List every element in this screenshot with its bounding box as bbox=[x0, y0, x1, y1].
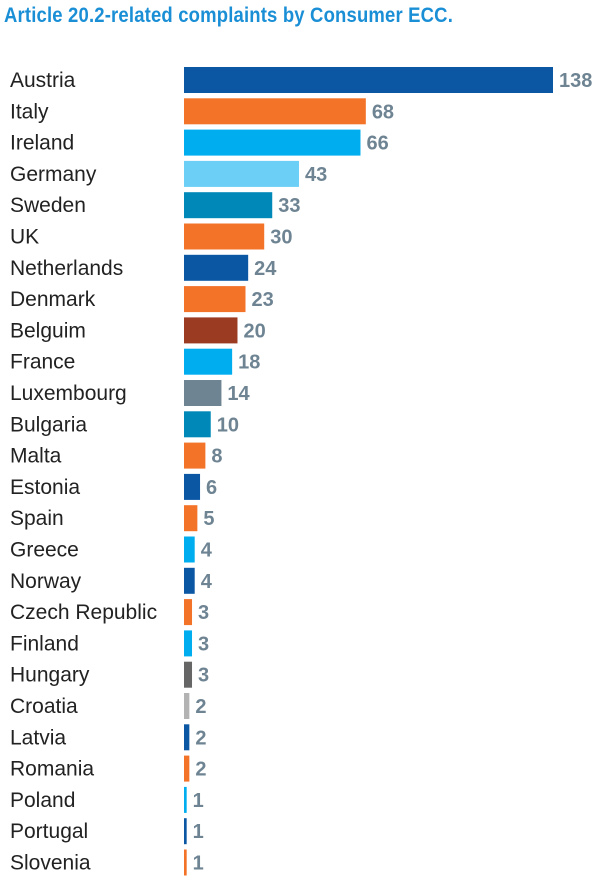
category-labels: Austria Italy Ireland Germany Sweden UK Nether… bbox=[10, 69, 157, 875]
value-label-netherlands: 24 bbox=[254, 258, 277, 280]
category-label-france: France bbox=[10, 351, 75, 374]
value-label-finland: 3 bbox=[198, 633, 209, 655]
category-label-romania: Romania bbox=[10, 758, 94, 781]
value-label-latvia: 2 bbox=[195, 727, 206, 749]
category-label-spain: Spain bbox=[10, 507, 64, 530]
value-label-france: 18 bbox=[238, 352, 260, 374]
category-label-norway: Norway bbox=[10, 570, 82, 593]
bar-italy bbox=[184, 98, 366, 125]
category-label-estonia: Estonia bbox=[10, 476, 80, 499]
category-label-germany: Germany bbox=[10, 163, 97, 186]
category-label-bulgaria: Bulgaria bbox=[10, 413, 87, 436]
category-label-austria: Austria bbox=[10, 69, 76, 92]
value-label-malta: 8 bbox=[211, 446, 222, 468]
bar-finland bbox=[184, 630, 193, 657]
value-label-ireland: 66 bbox=[366, 133, 388, 155]
category-label-italy: Italy bbox=[10, 100, 49, 123]
value-label-portugal: 1 bbox=[193, 821, 204, 843]
value-label-luxembourg: 14 bbox=[227, 383, 250, 405]
value-label-germany: 43 bbox=[305, 164, 327, 186]
bars bbox=[184, 67, 553, 876]
bar-france bbox=[184, 348, 233, 375]
value-label-bulgaria: 10 bbox=[217, 414, 239, 436]
value-label-belguim: 20 bbox=[243, 320, 265, 342]
value-label-norway: 4 bbox=[201, 571, 213, 593]
category-label-denmark: Denmark bbox=[10, 288, 96, 311]
category-label-hungary: Hungary bbox=[10, 664, 90, 687]
bar-spain bbox=[184, 505, 198, 532]
value-label-czech-republic: 3 bbox=[198, 602, 209, 624]
value-label-croatia: 2 bbox=[195, 696, 206, 718]
category-label-belguim: Belguim bbox=[10, 319, 86, 342]
bar-czech-republic bbox=[184, 599, 193, 626]
bar-luxembourg bbox=[184, 380, 222, 406]
category-label-uk: UK bbox=[10, 226, 39, 249]
category-label-netherlands: Netherlands bbox=[10, 257, 123, 280]
bar-norway bbox=[184, 567, 195, 594]
category-label-ireland: Ireland bbox=[10, 132, 74, 155]
bar-belguim bbox=[184, 317, 238, 344]
category-label-slovenia: Slovenia bbox=[10, 852, 91, 875]
bar-poland bbox=[184, 786, 187, 813]
category-label-sweden: Sweden bbox=[10, 194, 86, 217]
value-label-uk: 30 bbox=[270, 227, 292, 249]
value-label-spain: 5 bbox=[203, 508, 214, 530]
value-label-estonia: 6 bbox=[206, 477, 217, 499]
value-label-denmark: 23 bbox=[252, 289, 274, 311]
value-label-slovenia: 1 bbox=[193, 853, 204, 875]
bar-denmark bbox=[184, 286, 246, 313]
bar-portugal bbox=[184, 818, 187, 845]
bar-sweden bbox=[184, 192, 273, 219]
category-label-czech-republic: Czech Republic bbox=[10, 601, 157, 624]
category-label-croatia: Croatia bbox=[10, 695, 78, 718]
bar-ireland bbox=[184, 129, 361, 156]
category-label-latvia: Latvia bbox=[10, 726, 66, 749]
bar-uk bbox=[184, 223, 265, 250]
value-label-greece: 4 bbox=[201, 540, 213, 562]
value-label-sweden: 33 bbox=[278, 195, 300, 217]
bar-estonia bbox=[184, 473, 201, 500]
value-label-poland: 1 bbox=[193, 790, 204, 812]
value-label-italy: 68 bbox=[372, 101, 394, 123]
bar-malta bbox=[184, 442, 206, 469]
bar-hungary bbox=[184, 661, 193, 688]
bar-romania bbox=[184, 755, 190, 782]
category-label-finland: Finland bbox=[10, 632, 79, 655]
bar-croatia bbox=[184, 693, 190, 719]
bar-latvia bbox=[184, 724, 190, 751]
value-label-hungary: 3 bbox=[198, 665, 209, 687]
bar-bulgaria bbox=[184, 411, 211, 438]
value-label-romania: 2 bbox=[195, 759, 206, 781]
category-label-luxembourg: Luxembourg bbox=[10, 382, 127, 405]
category-label-portugal: Portugal bbox=[10, 820, 88, 843]
bar-austria bbox=[184, 67, 553, 93]
bar-netherlands bbox=[184, 254, 249, 281]
category-label-malta: Malta bbox=[10, 445, 62, 468]
value-label-austria: 138 bbox=[559, 70, 592, 92]
bar-germany bbox=[184, 160, 299, 187]
category-label-greece: Greece bbox=[10, 539, 79, 562]
bar-slovenia bbox=[184, 849, 187, 876]
chart-title: Article 20.2-related complaints by Consu… bbox=[4, 4, 454, 27]
bar-greece bbox=[184, 536, 195, 563]
category-label-poland: Poland bbox=[10, 789, 75, 812]
